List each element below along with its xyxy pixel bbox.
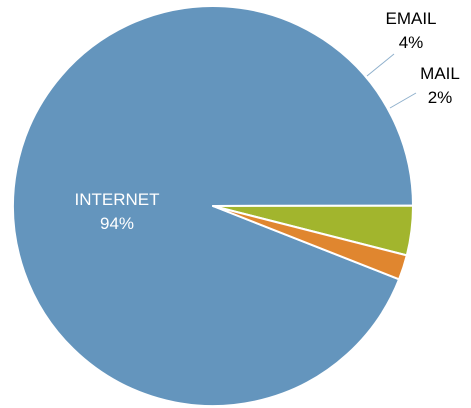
slice-label-mail: MAIL xyxy=(420,64,460,83)
slice-labels: INTERNET 94% EMAIL 4% MAIL 2% xyxy=(75,9,460,233)
pie-slice-mail xyxy=(212,205,408,281)
slice-value-mail: 2% xyxy=(428,88,453,107)
leader-lines xyxy=(366,53,417,109)
slice-value-email: 4% xyxy=(399,33,424,52)
slice-value-internet: 94% xyxy=(100,214,134,233)
pie-slices xyxy=(12,5,415,407)
leader-line-email xyxy=(366,53,395,77)
slice-label-internet: INTERNET xyxy=(75,190,160,209)
leader-line-mail xyxy=(389,92,417,109)
slice-label-email: EMAIL xyxy=(385,9,436,28)
